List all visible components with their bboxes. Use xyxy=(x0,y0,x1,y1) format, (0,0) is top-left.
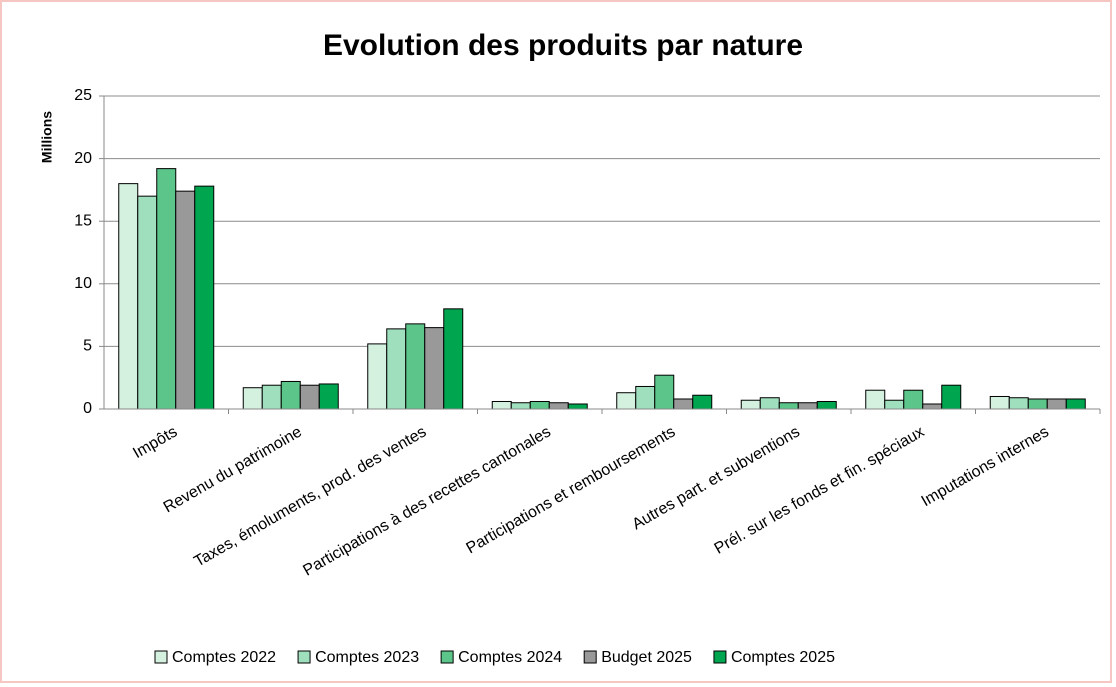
bar xyxy=(816,400,837,410)
bar xyxy=(386,328,407,410)
y-tick-label: 15 xyxy=(74,212,92,229)
y-tick-label: 20 xyxy=(74,150,92,167)
bar xyxy=(261,384,282,410)
bar xyxy=(797,402,818,410)
bar xyxy=(740,399,761,410)
bar xyxy=(156,168,177,410)
legend-label: Comptes 2022 xyxy=(172,649,276,666)
bar xyxy=(491,400,512,410)
bar xyxy=(635,385,656,410)
bar xyxy=(367,343,388,410)
bar xyxy=(1027,398,1048,410)
bar xyxy=(118,183,139,410)
bar xyxy=(922,403,943,410)
bar xyxy=(194,185,215,410)
x-tick-label: Participations à des recettes cantonales xyxy=(300,423,553,579)
x-tick-label: Prél. sur les fonds et fin. spéciaux xyxy=(712,423,928,557)
legend-label: Comptes 2023 xyxy=(315,649,419,666)
bar xyxy=(673,398,694,410)
x-tick-label: Taxes, émoluments, prod. des ventes xyxy=(191,423,429,570)
x-tick-label: Impôts xyxy=(130,423,180,462)
bar xyxy=(616,392,637,410)
x-tick-label: Participations et remboursements xyxy=(463,423,678,557)
legend-swatch xyxy=(297,650,311,664)
bar xyxy=(759,397,780,410)
bar xyxy=(529,400,550,410)
bar xyxy=(405,323,426,410)
bar xyxy=(299,384,320,410)
y-tick-label: 0 xyxy=(83,400,92,417)
bar xyxy=(318,383,339,410)
bar xyxy=(1046,398,1067,410)
bar xyxy=(1065,398,1086,410)
bar xyxy=(989,395,1010,410)
legend-swatch xyxy=(713,650,727,664)
legend-swatch xyxy=(440,650,454,664)
chart-title: Evolution des produits par nature xyxy=(323,29,803,62)
x-tick-label: Imputations internes xyxy=(919,423,1052,510)
bar xyxy=(242,387,263,410)
legend-label: Comptes 2025 xyxy=(731,649,835,666)
bar xyxy=(692,394,713,410)
legend-swatch xyxy=(154,650,168,664)
bar xyxy=(778,402,799,410)
y-tick-label: 10 xyxy=(74,275,92,292)
bar xyxy=(1008,397,1029,410)
bar xyxy=(510,402,531,410)
bar xyxy=(865,389,886,410)
legend-label: Comptes 2024 xyxy=(458,649,562,666)
bar xyxy=(941,384,962,410)
bar xyxy=(280,380,301,410)
legend-swatch xyxy=(583,650,597,664)
bar xyxy=(567,403,588,410)
bar xyxy=(654,374,675,410)
bar xyxy=(175,190,196,410)
y-tick-label: 5 xyxy=(83,338,92,355)
bar xyxy=(903,389,924,410)
bar xyxy=(548,402,569,410)
bar xyxy=(884,399,905,410)
bar xyxy=(424,327,445,410)
legend-label: Budget 2025 xyxy=(601,649,692,666)
bar xyxy=(137,195,158,410)
bar xyxy=(443,308,464,410)
y-tick-label: 25 xyxy=(74,87,92,104)
y-axis-label: Millions xyxy=(39,111,55,163)
